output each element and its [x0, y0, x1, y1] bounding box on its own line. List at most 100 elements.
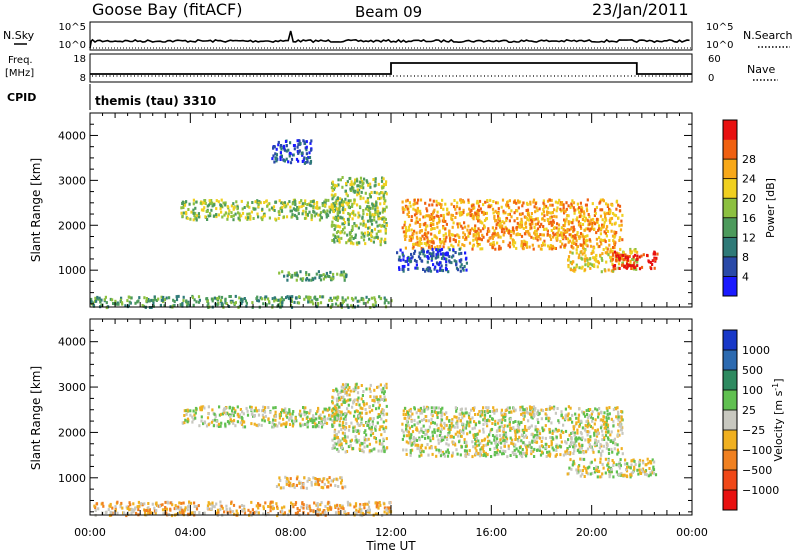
heat-cell — [450, 213, 453, 217]
heat-cell — [232, 421, 235, 425]
heat-cell — [352, 389, 355, 393]
heat-cell — [571, 221, 574, 225]
heat-cell — [360, 186, 363, 189]
heat-cell — [344, 383, 347, 387]
heat-cell — [272, 154, 275, 158]
heat-cell — [144, 509, 147, 513]
heat-cell — [436, 434, 439, 438]
heat-cell — [362, 212, 365, 216]
heat-cell — [382, 192, 385, 196]
heat-cell — [339, 504, 342, 508]
heat-cell — [564, 229, 567, 233]
heat-cell — [380, 410, 383, 414]
heat-cell — [340, 389, 343, 393]
heat-cell — [405, 448, 408, 452]
heat-cell — [231, 409, 234, 413]
heat-cell — [566, 214, 569, 217]
heat-cell — [416, 266, 419, 270]
heat-cell — [497, 212, 500, 216]
heat-cell — [331, 207, 334, 211]
heat-cell — [312, 509, 315, 513]
heat-cell — [605, 218, 608, 222]
heat-cell — [379, 229, 382, 233]
heat-cell — [563, 246, 566, 249]
heat-cell — [324, 407, 328, 411]
heat-cell — [499, 418, 502, 422]
heat-cell — [515, 447, 518, 451]
heat-cell — [646, 253, 649, 257]
heat-cell — [336, 298, 339, 302]
heat-cell — [111, 511, 114, 515]
heat-cell — [554, 200, 557, 204]
heat-cell — [434, 445, 437, 449]
heat-cell — [450, 233, 453, 237]
heat-cell — [290, 415, 293, 419]
heat-cell — [334, 302, 338, 306]
heat-cell — [306, 421, 309, 425]
heat-cell — [414, 221, 417, 225]
heat-cell — [492, 241, 495, 244]
heat-cell — [180, 506, 183, 510]
heat-cell — [370, 296, 373, 300]
heat-cell — [461, 226, 464, 230]
heat-cell — [317, 302, 320, 305]
heat-cell — [547, 244, 550, 248]
heat-cell — [339, 476, 342, 480]
heat-cell — [359, 503, 362, 507]
heat-cell — [581, 252, 584, 256]
heat-cell — [332, 187, 336, 191]
heat-cell — [356, 391, 360, 395]
heat-cell — [381, 447, 385, 451]
heat-cell — [620, 425, 623, 429]
heat-cell — [497, 247, 501, 251]
heat-cell — [440, 428, 443, 431]
heat-cell — [297, 159, 300, 163]
heat-cell — [384, 217, 387, 221]
heat-cell — [469, 420, 472, 424]
heat-cell — [193, 298, 196, 302]
heat-cell — [478, 199, 482, 203]
heat-cell — [356, 398, 359, 402]
heat-cell — [358, 205, 362, 209]
heat-cell — [533, 433, 536, 437]
heat-cell — [255, 297, 258, 301]
heat-cell — [239, 408, 242, 411]
heat-cell — [217, 213, 220, 217]
heat-cell — [383, 395, 386, 399]
heat-cell — [407, 430, 410, 434]
heat-cell — [363, 231, 366, 235]
heat-cell — [591, 221, 594, 225]
heat-cell — [535, 440, 538, 444]
heat-cell — [556, 222, 559, 226]
heat-cell — [230, 500, 233, 504]
heat-cell — [455, 448, 458, 452]
heat-cell — [368, 508, 371, 512]
heat-cell — [367, 201, 370, 205]
heat-cell — [404, 204, 407, 208]
heat-cell — [375, 220, 378, 224]
heat-cell — [331, 414, 334, 418]
heat-cell — [285, 157, 288, 161]
heat-cell — [273, 209, 276, 212]
heat-cell — [316, 206, 319, 210]
heat-cell — [580, 208, 583, 212]
heat-cell — [204, 202, 207, 205]
heat-cell — [237, 415, 240, 419]
heat-cell — [299, 481, 302, 485]
heat-cell — [356, 422, 359, 425]
heat-cell — [206, 218, 209, 221]
heat-cell — [339, 203, 342, 207]
heat-cell — [434, 411, 437, 414]
heat-cell — [575, 263, 578, 267]
heat-cell — [301, 212, 304, 216]
heat-cell — [511, 450, 514, 454]
heat-cell — [314, 477, 317, 480]
heat-cell — [369, 182, 372, 186]
heat-cell — [437, 448, 441, 452]
heat-cell — [481, 210, 484, 214]
heat-cell — [236, 205, 239, 209]
heat-cell — [525, 452, 528, 456]
heat-cell — [369, 395, 372, 399]
heat-cell — [354, 429, 357, 433]
heat-cell — [388, 501, 391, 505]
